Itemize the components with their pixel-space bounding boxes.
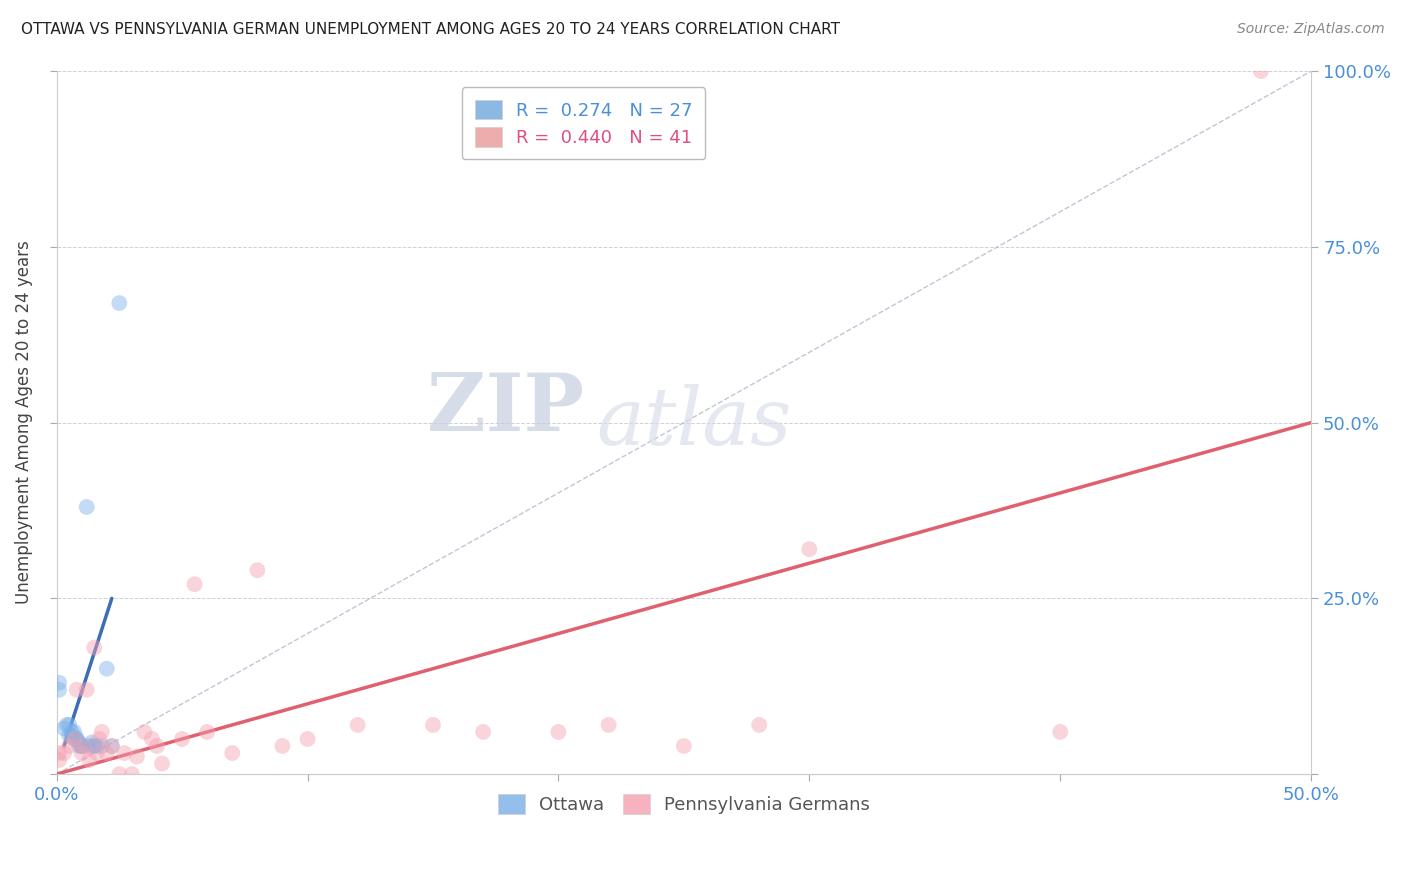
- Point: [77, 739, 100, 753]
- Point: [48, 682, 70, 697]
- Point: [422, 718, 444, 732]
- Point: [108, 767, 131, 781]
- Point: [70, 739, 93, 753]
- Point: [297, 731, 319, 746]
- Point: [183, 577, 205, 591]
- Y-axis label: Unemployment Among Ages 20 to 24 years: Unemployment Among Ages 20 to 24 years: [15, 241, 32, 605]
- Point: [246, 563, 269, 577]
- Point: [146, 739, 169, 753]
- Point: [83, 739, 105, 753]
- Point: [66, 731, 89, 746]
- Point: [101, 739, 124, 753]
- Legend: Ottawa, Pennsylvania Germans: Ottawa, Pennsylvania Germans: [486, 783, 880, 825]
- Point: [77, 753, 100, 767]
- Point: [90, 725, 112, 739]
- Point: [67, 735, 90, 749]
- Point: [86, 746, 108, 760]
- Point: [547, 725, 569, 739]
- Point: [1250, 64, 1272, 78]
- Point: [472, 725, 495, 739]
- Text: OTTAWA VS PENNSYLVANIA GERMAN UNEMPLOYMENT AMONG AGES 20 TO 24 YEARS CORRELATION: OTTAWA VS PENNSYLVANIA GERMAN UNEMPLOYME…: [21, 22, 841, 37]
- Point: [112, 746, 135, 760]
- Point: [598, 718, 620, 732]
- Point: [63, 725, 86, 739]
- Point: [83, 640, 105, 655]
- Point: [63, 731, 86, 746]
- Point: [96, 662, 118, 676]
- Point: [70, 739, 93, 753]
- Point: [170, 731, 193, 746]
- Point: [48, 675, 70, 690]
- Point: [101, 739, 124, 753]
- Point: [195, 725, 218, 739]
- Point: [121, 767, 143, 781]
- Point: [134, 725, 156, 739]
- Point: [58, 718, 80, 732]
- Point: [108, 296, 131, 310]
- Point: [63, 731, 86, 746]
- Point: [672, 739, 695, 753]
- Point: [66, 682, 89, 697]
- Point: [221, 746, 243, 760]
- Point: [58, 729, 80, 743]
- Point: [55, 718, 77, 732]
- Point: [76, 500, 98, 514]
- Point: [70, 739, 93, 753]
- Point: [60, 729, 83, 743]
- Point: [90, 739, 112, 753]
- Point: [73, 739, 96, 753]
- Text: atlas: atlas: [596, 384, 792, 461]
- Point: [67, 739, 90, 753]
- Point: [89, 731, 111, 746]
- Text: ZIP: ZIP: [426, 369, 583, 448]
- Point: [141, 731, 163, 746]
- Point: [1049, 725, 1071, 739]
- Point: [96, 746, 118, 760]
- Point: [53, 746, 76, 760]
- Point: [48, 746, 70, 760]
- Point: [346, 718, 368, 732]
- Point: [48, 753, 70, 767]
- Point: [83, 739, 105, 753]
- Text: Source: ZipAtlas.com: Source: ZipAtlas.com: [1237, 22, 1385, 37]
- Point: [76, 682, 98, 697]
- Point: [58, 739, 80, 753]
- Point: [748, 718, 770, 732]
- Point: [66, 731, 89, 746]
- Point: [53, 722, 76, 736]
- Point: [125, 749, 148, 764]
- Point: [60, 725, 83, 739]
- Point: [86, 739, 108, 753]
- Point: [70, 746, 93, 760]
- Point: [80, 735, 103, 749]
- Point: [271, 739, 294, 753]
- Point: [150, 756, 173, 771]
- Point: [799, 542, 821, 557]
